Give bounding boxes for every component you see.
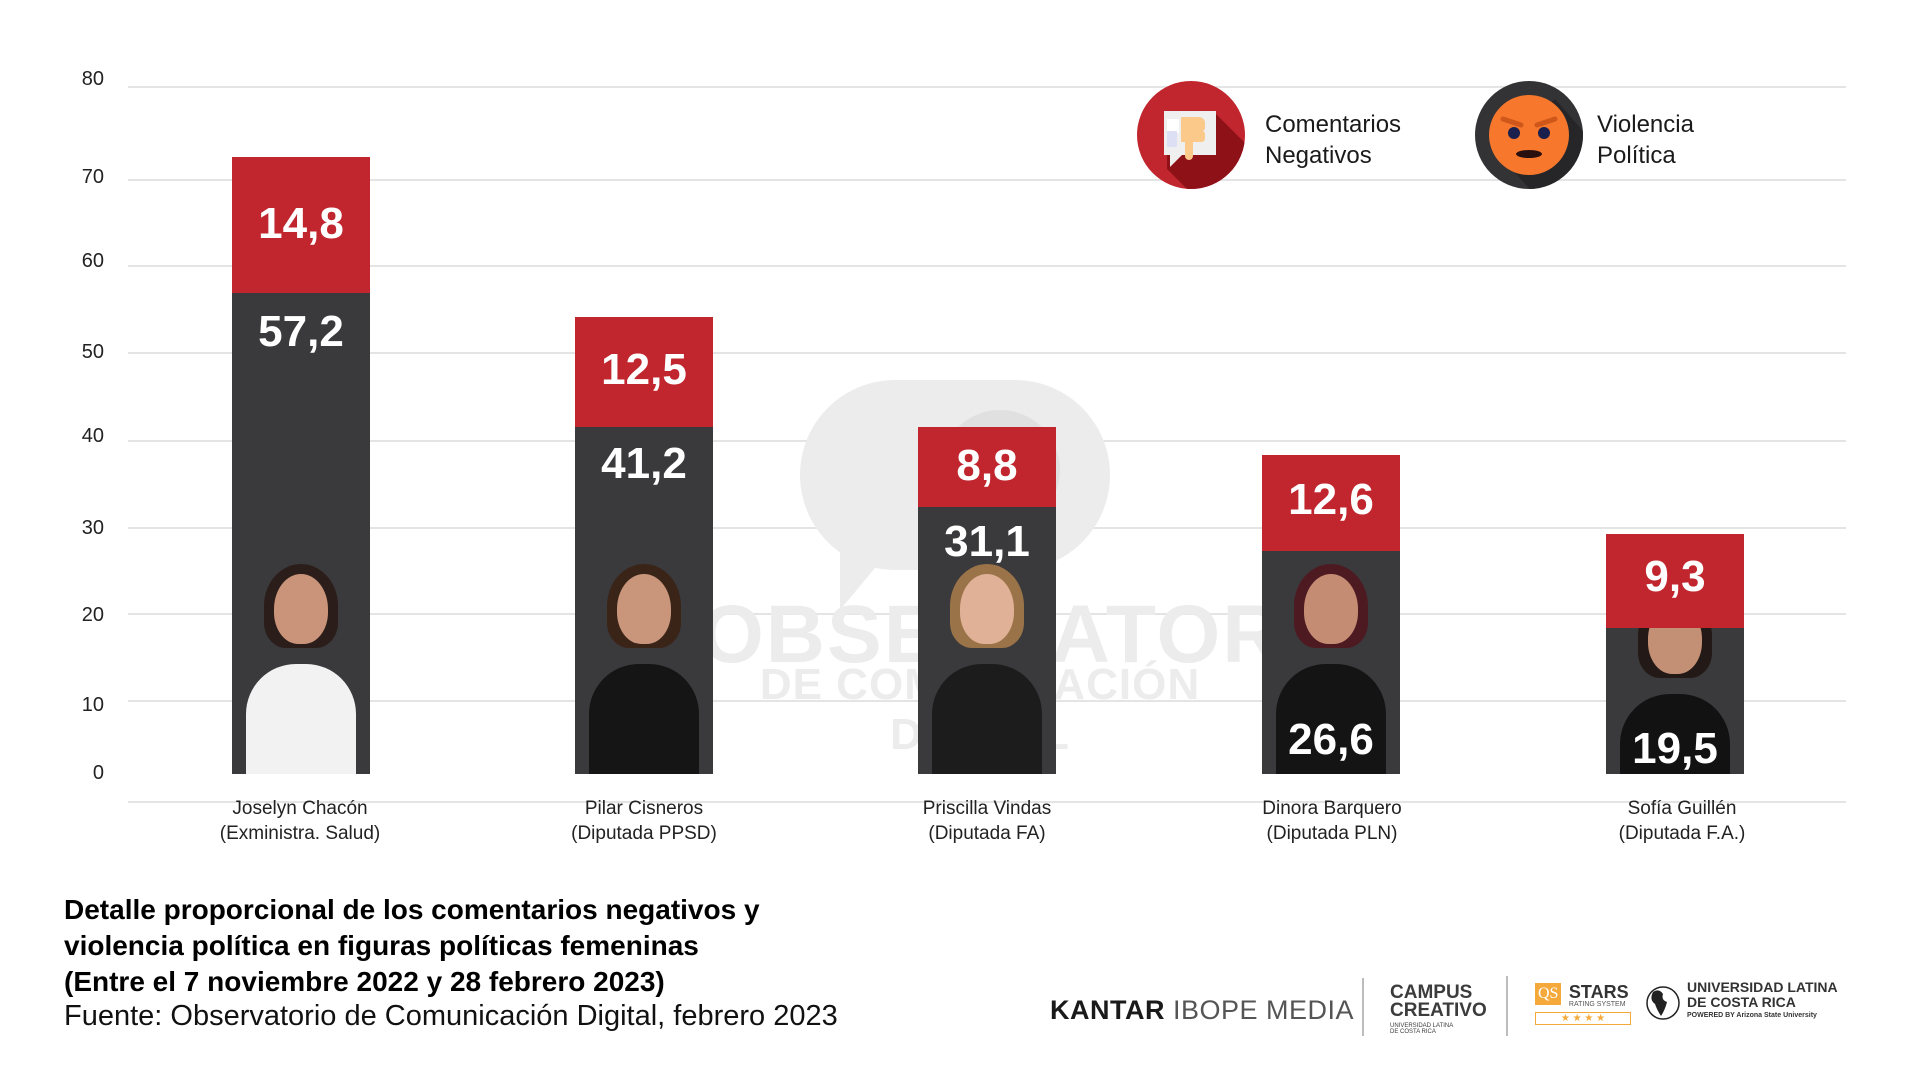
x-label-name: Joselyn Chacón — [232, 798, 368, 819]
segment-violencia: 14,8 — [232, 157, 370, 293]
segment-negativos: 19,5 — [1606, 628, 1744, 774]
portrait-photo — [1620, 628, 1730, 774]
value-violencia: 9,3 — [1644, 552, 1706, 601]
logo-divider — [1506, 976, 1508, 1036]
y-tick-50: 50 — [81, 341, 104, 363]
x-label-name: Dinora Barquero — [1262, 798, 1402, 819]
legend-violencia-politica: Violencia Política — [1597, 111, 1694, 169]
thumbs-down-comment-icon — [1137, 81, 1245, 189]
x-label-role: (Diputada F.A.) — [1618, 823, 1746, 844]
y-tick-70: 70 — [81, 166, 104, 188]
y-tick-40: 40 — [81, 425, 104, 447]
value-negativos: 31,1 — [944, 517, 1030, 566]
y-tick-80: 80 — [81, 68, 104, 90]
bar-sofia-guillen: 9,3 19,5 — [1606, 534, 1744, 774]
y-tick-30: 30 — [81, 517, 104, 539]
gridline-50 — [128, 352, 1846, 354]
value-negativos: 57,2 — [258, 307, 344, 356]
y-tick-60: 60 — [81, 250, 104, 272]
value-negativos: 41,2 — [601, 439, 687, 488]
bar-joselyn-chacon: 14,8 57,2 — [232, 157, 370, 774]
y-tick-20: 20 — [81, 604, 104, 626]
value-violencia: 8,8 — [956, 441, 1018, 490]
x-label-name: Pilar Cisneros — [584, 798, 704, 819]
legend-comentarios-negativos: Comentarios Negativos — [1265, 111, 1402, 169]
portrait-photo — [246, 564, 356, 774]
bar-priscilla-vindas: 8,8 31,1 — [918, 427, 1056, 774]
gridline-80 — [128, 86, 1846, 88]
y-tick-10: 10 — [81, 694, 104, 716]
x-label-role: (Diputada PPSD) — [571, 823, 717, 844]
segment-violencia: 12,5 — [575, 317, 713, 427]
segment-violencia: 12,6 — [1262, 455, 1400, 551]
x-label-priscilla-vindas: Priscilla Vindas (Diputada FA) — [837, 796, 1137, 846]
kantar-ibope-media-logo: KANTAR IBOPE MEDIA — [1050, 995, 1355, 1025]
qs-stars-logo: QS STARS RATING SYSTEM ★ ★ ★ ★ — [1535, 983, 1631, 1025]
x-label-role: (Exministra. Salud) — [219, 823, 381, 844]
baseline — [128, 801, 1846, 803]
gridline-60 — [128, 265, 1846, 267]
segment-negativos: 57,2 — [232, 293, 370, 774]
x-label-dinora-barquero: Dinora Barquero (Diputada PLN) — [1182, 796, 1482, 846]
globe-icon — [1646, 986, 1680, 1020]
chart-title: Detalle proporcional de los comentarios … — [64, 894, 760, 997]
segment-negativos: 26,6 — [1262, 551, 1400, 774]
portrait-photo — [1276, 564, 1386, 774]
chart-source: Fuente: Observatorio de Comunicación Dig… — [64, 1000, 838, 1032]
x-label-sofia-guillen: Sofía Guillén (Diputada F.A.) — [1532, 796, 1832, 846]
segment-negativos: 31,1 — [918, 507, 1056, 774]
segment-violencia: 8,8 — [918, 427, 1056, 507]
value-violencia: 12,6 — [1288, 475, 1374, 524]
segment-negativos: 41,2 — [575, 427, 713, 774]
x-label-role: (Diputada FA) — [928, 823, 1046, 844]
value-negativos: 19,5 — [1632, 724, 1718, 773]
gridline-70 — [128, 179, 1846, 181]
y-tick-0: 0 — [92, 762, 104, 784]
speech-bubble-tail — [840, 550, 890, 610]
value-violencia: 14,8 — [258, 199, 344, 248]
qs-stars-rating: ★ ★ ★ ★ — [1535, 1012, 1631, 1025]
portrait-photo — [932, 564, 1042, 774]
x-label-joselyn-chacon: Joselyn Chacón (Exministra. Salud) — [150, 796, 450, 846]
value-negativos: 26,6 — [1288, 715, 1374, 764]
value-violencia: 12,5 — [601, 345, 687, 394]
campus-creativo-logo: CAMPUS CREATIVO UNIVERSIDAD LATINA DE CO… — [1390, 982, 1487, 1035]
x-label-name: Priscilla Vindas — [922, 798, 1052, 819]
x-label-pilar-cisneros: Pilar Cisneros (Diputada PPSD) — [494, 796, 794, 846]
angry-face-icon — [1475, 81, 1583, 189]
x-label-role: (Diputada PLN) — [1266, 823, 1398, 844]
bar-dinora-barquero: 12,6 26,6 — [1262, 455, 1400, 774]
segment-violencia: 9,3 — [1606, 534, 1744, 628]
x-label-name: Sofía Guillén — [1627, 798, 1737, 819]
portrait-photo — [589, 564, 699, 774]
bar-pilar-cisneros: 12,5 41,2 — [575, 317, 713, 774]
logo-divider — [1362, 978, 1364, 1036]
